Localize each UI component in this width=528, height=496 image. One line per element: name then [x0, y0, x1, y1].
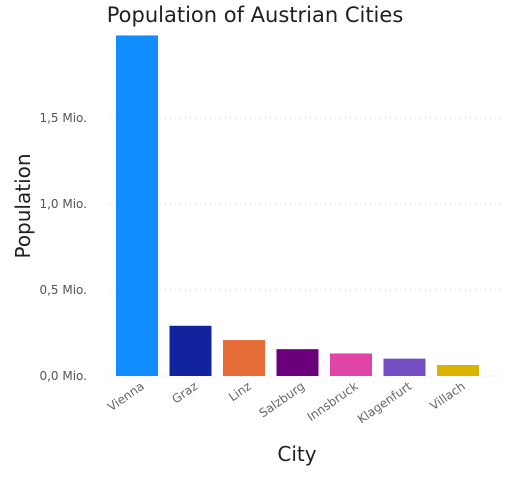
- y-tick-label: 0,0 Mio.: [39, 369, 87, 383]
- chart-title: Population of Austrian Cities: [107, 3, 404, 27]
- bar-salzburg[interactable]: [276, 349, 319, 376]
- bar-vienna[interactable]: [116, 35, 158, 376]
- bar-linz[interactable]: [223, 340, 265, 376]
- x-tick-label: Graz: [169, 379, 200, 406]
- y-tick-label: 1,0 Mio.: [39, 197, 87, 211]
- bar-graz[interactable]: [169, 325, 212, 376]
- gridlines: [110, 117, 505, 377]
- y-tick-label: 0,5 Mio.: [39, 283, 87, 297]
- x-tick-label: Klagenfurt: [355, 379, 415, 427]
- y-axis-title: Population: [11, 153, 35, 258]
- x-tick-label: Villach: [427, 379, 467, 413]
- y-tick-label: 1,5 Mio.: [39, 111, 87, 125]
- x-tick-label: Vienna: [105, 379, 147, 414]
- y-axis-ticks: 0,0 Mio. 0,5 Mio. 1,0 Mio. 1,5 Mio.: [39, 111, 87, 383]
- x-tick-label: Innsbruck: [305, 379, 361, 424]
- x-axis-title: City: [277, 442, 316, 466]
- bar-innsbruck[interactable]: [330, 353, 372, 376]
- x-tick-label: Salzburg: [256, 379, 307, 420]
- x-tick-label: Linz: [226, 379, 254, 404]
- x-axis-category-labels: Vienna Graz Linz SalzburgInnsbruckKlagenfur…: [105, 379, 468, 427]
- bar-villach[interactable]: [437, 364, 479, 376]
- bars: [116, 35, 479, 376]
- bar-klagenfurt[interactable]: [383, 358, 426, 376]
